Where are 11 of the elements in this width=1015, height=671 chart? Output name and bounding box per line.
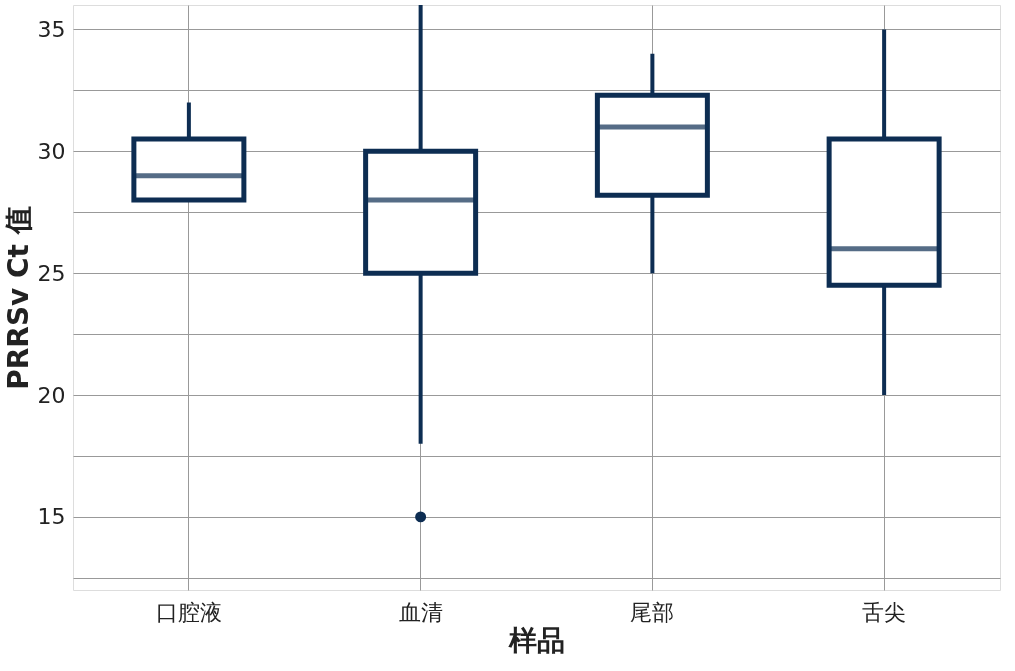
y-axis-title: PRRSv Ct 值 xyxy=(1,206,35,390)
y-tick-label: 15 xyxy=(37,504,66,530)
x-tick-label: 尾部 xyxy=(630,599,675,625)
x-tick-label: 口腔液 xyxy=(155,599,222,625)
x-tick-label: 血清 xyxy=(398,599,443,625)
x-axis-title: 样品 xyxy=(508,623,565,657)
y-tick-label: 35 xyxy=(37,16,66,42)
y-tick-label: 20 xyxy=(37,382,66,408)
y-tick-label: 30 xyxy=(37,138,66,164)
x-tick-label: 舌尖 xyxy=(862,599,907,625)
y-tick-label: 25 xyxy=(37,260,66,286)
